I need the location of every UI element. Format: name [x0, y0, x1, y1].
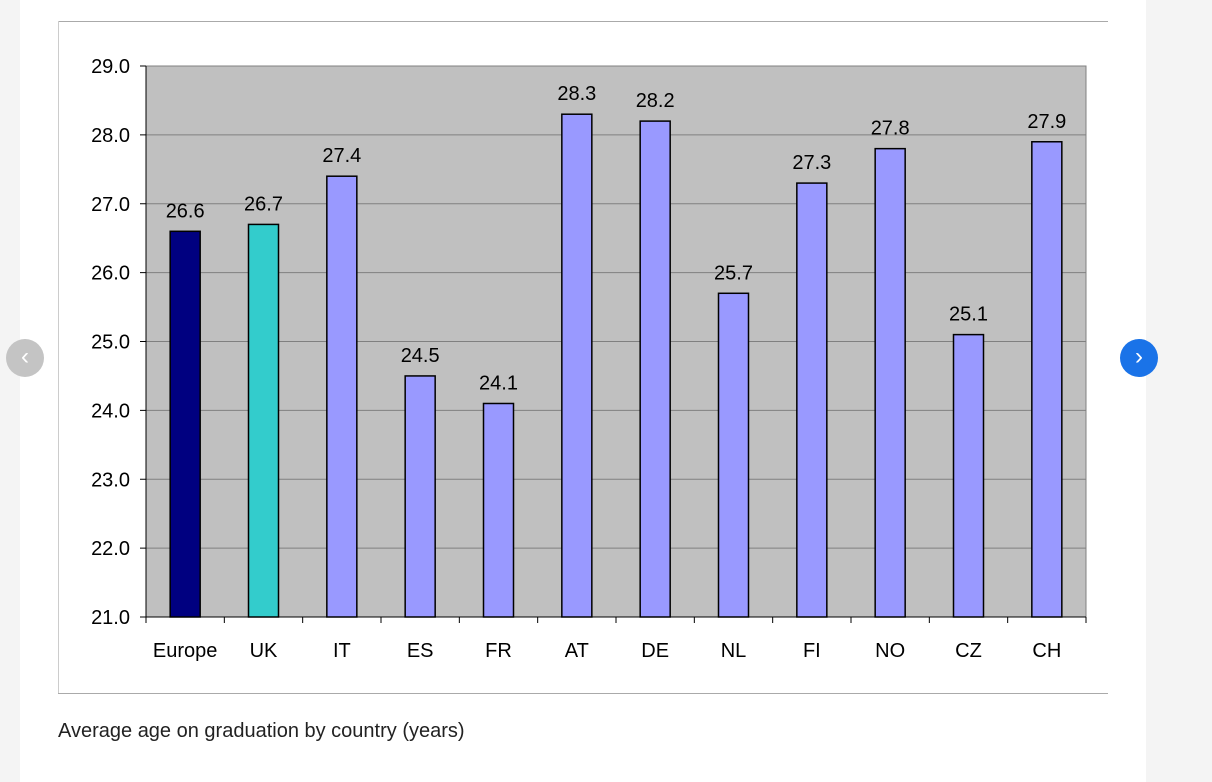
bars	[169, 113, 1063, 618]
bar-de	[639, 120, 671, 618]
bar-fi	[796, 182, 828, 618]
y-tick-label: 29.0	[91, 56, 130, 78]
data-label: 28.3	[557, 83, 596, 105]
data-label: 27.9	[1027, 111, 1066, 133]
x-tick-label: IT	[333, 640, 351, 662]
chevron-left-icon[interactable]: ‹	[6, 339, 44, 377]
data-label: 26.7	[244, 193, 283, 215]
y-tick-label: 25.0	[91, 332, 130, 354]
axes: 21.0 22.0 23.0 24.0 25.0 26.0 27.0 28.0 29.0 Euro…	[91, 56, 1087, 662]
bar-fr	[482, 402, 515, 618]
gridlines	[146, 134, 1086, 549]
x-tick-label: NL	[721, 640, 747, 662]
x-tick-label: ES	[407, 640, 434, 662]
bar-uk	[247, 223, 280, 618]
bar-es	[404, 375, 436, 618]
x-tick-label: FI	[803, 640, 821, 662]
y-tick-label: 23.0	[91, 469, 130, 491]
y-tick-label: 21.0	[91, 607, 130, 629]
data-label: 24.5	[401, 345, 440, 367]
data-label: 25.1	[949, 304, 988, 326]
bar-cz	[952, 333, 985, 618]
y-tick-label: 26.0	[91, 263, 130, 285]
x-tick-label: DE	[641, 640, 669, 662]
data-label: 25.7	[714, 262, 753, 284]
chart-caption: Average age on graduation by country (ye…	[58, 720, 465, 742]
data-label: 26.6	[166, 200, 205, 222]
x-tick-label: CZ	[955, 640, 982, 662]
bar-nl	[717, 292, 750, 618]
bar-chart: 21.0 22.0 23.0 24.0 25.0 26.0 27.0 28.0 29.0 Euro…	[91, 56, 1087, 662]
next-glyph: ›	[1135, 342, 1143, 370]
left-divider	[58, 21, 59, 694]
data-label: 24.1	[479, 372, 518, 394]
prev-glyph: ‹	[21, 342, 29, 370]
bar-at	[561, 113, 593, 618]
y-tick-label: 27.0	[91, 194, 130, 216]
bar-ch	[1031, 141, 1063, 618]
x-tick-label: CH	[1032, 640, 1061, 662]
y-tick-label: 24.0	[91, 400, 130, 422]
data-label: 28.2	[636, 90, 675, 112]
y-tick-label: 28.0	[91, 125, 130, 147]
bar-it	[326, 175, 358, 618]
bar-no	[874, 147, 906, 618]
data-labels: 26.6 26.7 27.4 24.5 24.1 28.3 28.2 25.7 27.3 27.8…	[166, 83, 1067, 394]
chevron-right-icon[interactable]: ›	[1120, 339, 1158, 377]
data-label: 27.4	[322, 145, 361, 167]
bar-europe	[169, 230, 201, 618]
top-divider	[58, 21, 1108, 22]
bottom-divider	[58, 693, 1108, 694]
data-label: 27.3	[792, 152, 831, 174]
data-label: 27.8	[871, 118, 910, 140]
x-tick-label: NO	[875, 640, 905, 662]
x-tick-label: UK	[250, 640, 278, 662]
y-tick-label: 22.0	[91, 538, 130, 560]
x-tick-label: AT	[565, 640, 589, 662]
x-tick-label: FR	[485, 640, 512, 662]
x-tick-label: Europe	[153, 640, 218, 662]
